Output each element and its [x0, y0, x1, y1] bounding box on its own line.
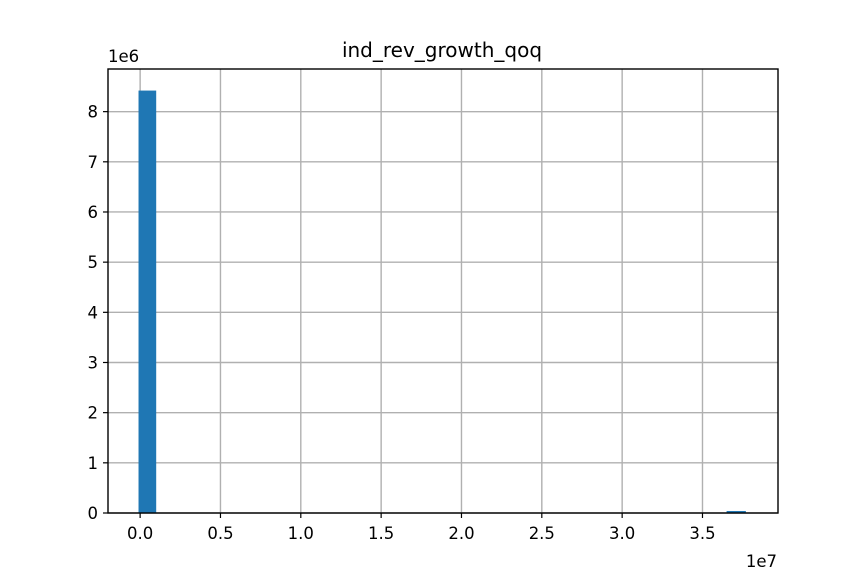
chart-title: ind_rev_growth_qoq	[342, 38, 542, 62]
y-tick-label: 2	[88, 404, 99, 423]
y-offset-label: 1e6	[108, 47, 139, 66]
y-tick-label: 0	[88, 504, 99, 523]
y-tick-label: 1	[88, 454, 99, 473]
histogram-bar	[138, 90, 157, 514]
x-tick-label: 3.5	[689, 524, 715, 543]
x-tick-label: 2.5	[529, 524, 555, 543]
x-tick-label: 1.0	[288, 524, 314, 543]
plot-frame	[107, 68, 779, 514]
x-tick-label: 1.5	[368, 524, 394, 543]
histogram-bar	[726, 510, 746, 513]
y-tick-label: 7	[88, 153, 99, 172]
x-tick-label: 3.0	[609, 524, 635, 543]
x-tick-label: 0.5	[207, 524, 233, 543]
x-offset-label: 1e7	[746, 552, 777, 571]
y-tick-label: 4	[88, 303, 99, 322]
x-tick-label: 2.0	[448, 524, 474, 543]
y-tick-label: 6	[88, 203, 99, 222]
x-tick-label: 0.0	[127, 524, 153, 543]
y-tick-label: 5	[88, 253, 99, 272]
y-tick-label: 3	[88, 353, 99, 372]
y-tick-label: 8	[88, 103, 99, 122]
